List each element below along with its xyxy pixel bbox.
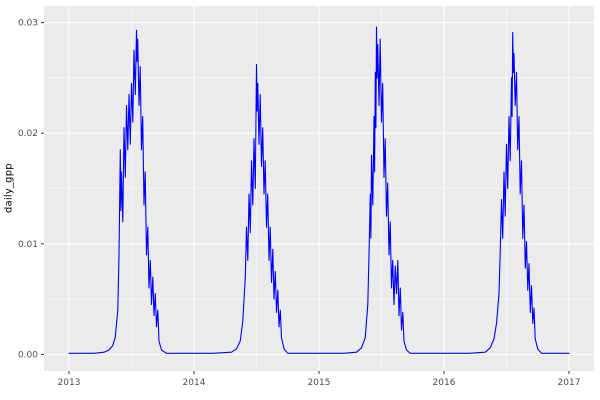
daily-gpp-line — [68, 26, 570, 354]
x-tick-label: 2016 — [433, 378, 456, 388]
x-tick-label: 2017 — [558, 378, 581, 388]
y-tick-label: 0.03 — [18, 19, 38, 29]
x-tick-label: 2015 — [308, 378, 331, 388]
x-tick-label: 2014 — [183, 378, 206, 388]
y-axis-title: daily_gpp — [3, 163, 15, 214]
y-tick-label: 0.01 — [18, 240, 38, 250]
x-tick-label: 2013 — [58, 378, 81, 388]
y-tick-label: 0.02 — [18, 129, 38, 139]
y-tick-label: 0.00 — [18, 350, 38, 360]
